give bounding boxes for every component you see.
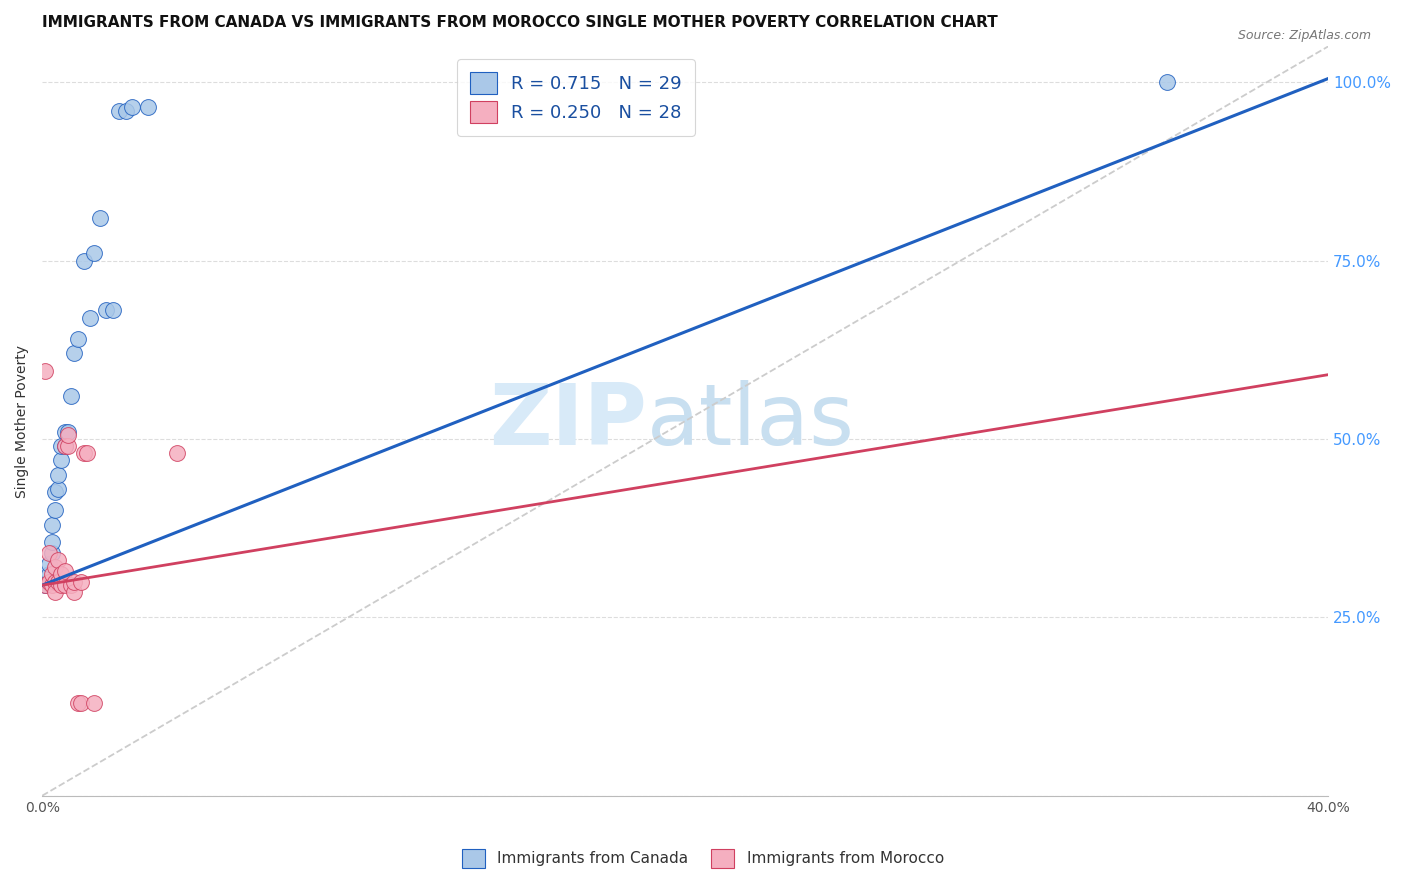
Point	[44, 503, 66, 517]
Text: ZIP: ZIP	[489, 380, 647, 463]
Point	[51, 567, 73, 582]
Point	[114, 103, 136, 118]
Point	[79, 310, 101, 325]
Point	[41, 546, 63, 560]
Point	[51, 578, 73, 592]
Point	[89, 211, 111, 225]
Point	[53, 564, 76, 578]
Point	[73, 446, 96, 460]
Point	[56, 428, 79, 442]
Point	[166, 446, 188, 460]
Point	[121, 100, 143, 114]
Point	[46, 482, 69, 496]
Point	[53, 578, 76, 592]
Point	[53, 425, 76, 439]
Point	[63, 585, 86, 599]
Point	[136, 100, 159, 114]
Y-axis label: Single Mother Poverty: Single Mother Poverty	[15, 344, 30, 498]
Point	[56, 439, 79, 453]
Point	[41, 578, 63, 592]
Point	[51, 453, 73, 467]
Point	[69, 696, 91, 710]
Point	[96, 303, 118, 318]
Point	[1156, 75, 1178, 89]
Point	[101, 303, 124, 318]
Point	[46, 574, 69, 589]
Point	[76, 446, 98, 460]
Point	[66, 332, 89, 346]
Point	[41, 535, 63, 549]
Point	[63, 574, 86, 589]
Point	[44, 560, 66, 574]
Point	[46, 467, 69, 482]
Point	[44, 485, 66, 500]
Point	[60, 578, 83, 592]
Point	[38, 567, 60, 582]
Legend: Immigrants from Canada, Immigrants from Morocco: Immigrants from Canada, Immigrants from …	[456, 843, 950, 873]
Point	[41, 567, 63, 582]
Text: Source: ZipAtlas.com: Source: ZipAtlas.com	[1237, 29, 1371, 42]
Point	[34, 364, 56, 378]
Point	[56, 425, 79, 439]
Point	[83, 246, 105, 260]
Point	[34, 578, 56, 592]
Point	[73, 253, 96, 268]
Point	[34, 578, 56, 592]
Point	[53, 439, 76, 453]
Point	[44, 574, 66, 589]
Point	[41, 517, 63, 532]
Point	[63, 346, 86, 360]
Point	[38, 546, 60, 560]
Point	[53, 439, 76, 453]
Point	[60, 389, 83, 403]
Point	[38, 557, 60, 571]
Point	[38, 574, 60, 589]
Point	[66, 696, 89, 710]
Point	[69, 574, 91, 589]
Text: IMMIGRANTS FROM CANADA VS IMMIGRANTS FROM MOROCCO SINGLE MOTHER POVERTY CORRELAT: IMMIGRANTS FROM CANADA VS IMMIGRANTS FRO…	[42, 15, 998, 30]
Point	[44, 585, 66, 599]
Point	[83, 696, 105, 710]
Point	[108, 103, 131, 118]
Legend: R = 0.715   N = 29, R = 0.250   N = 28: R = 0.715 N = 29, R = 0.250 N = 28	[457, 59, 695, 136]
Point	[46, 553, 69, 567]
Point	[51, 439, 73, 453]
Text: atlas: atlas	[647, 380, 855, 463]
